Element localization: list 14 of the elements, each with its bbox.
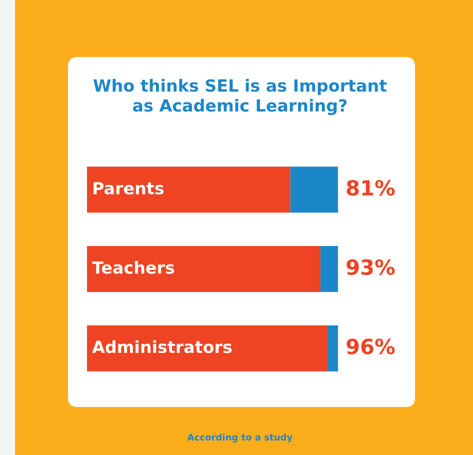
data-label: 96% xyxy=(346,338,395,354)
bar xyxy=(87,166,290,213)
y-tick-label: Parents xyxy=(94,182,164,195)
bar xyxy=(87,246,320,292)
data-label: 81% xyxy=(346,180,395,196)
y-tick-label: Administrators xyxy=(92,340,232,354)
bar xyxy=(320,246,338,292)
bar xyxy=(290,166,338,213)
y-tick-label: Teachers xyxy=(92,260,174,274)
data-label: 93% xyxy=(346,259,395,276)
bar xyxy=(328,325,338,372)
chart-title: Who thinks SEL is as Important as Academic Learning? xyxy=(93,78,387,116)
text: According to a study xyxy=(187,434,292,442)
bar xyxy=(87,325,328,372)
